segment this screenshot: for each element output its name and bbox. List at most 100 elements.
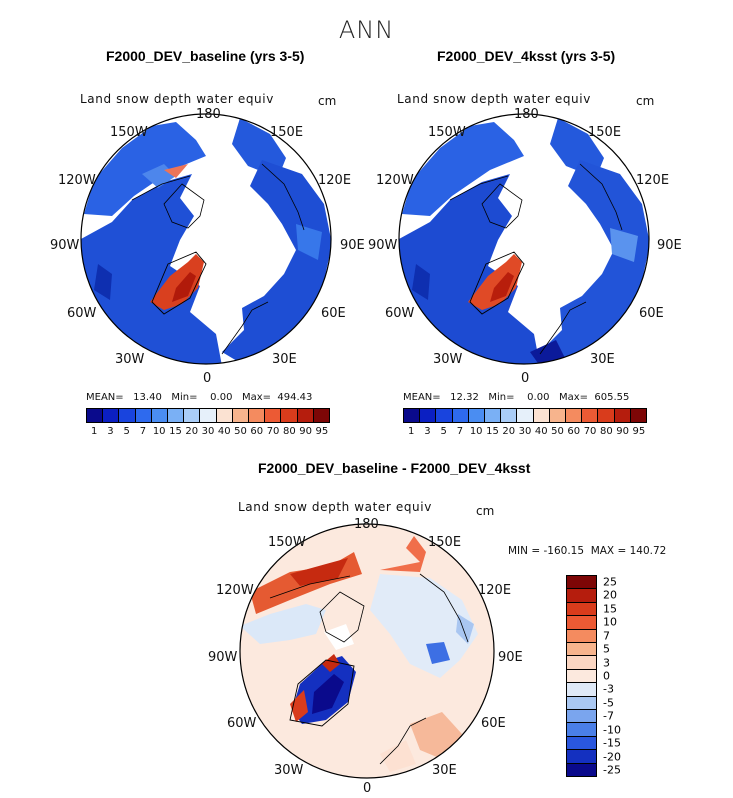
colorbar-label: 7 bbox=[139, 426, 147, 437]
colorbar-swatch-6 bbox=[501, 409, 518, 422]
panel-2-lon-60e: 60E bbox=[639, 306, 664, 321]
colorbar-label: 50 bbox=[551, 426, 564, 437]
panel-2-lon-120e: 120E bbox=[636, 173, 670, 188]
colorbar-swatch-3 bbox=[135, 409, 152, 422]
colorbar-swatch-12 bbox=[567, 736, 596, 751]
panel-2-variable-label: Land snow depth water equiv bbox=[397, 92, 591, 106]
colorbar-swatch-5 bbox=[168, 409, 185, 422]
panel-1-stats: MEAN= 13.40 Min= 0.00 Max= 494.43 bbox=[86, 392, 313, 403]
panel-1-lon-0: 0 bbox=[203, 371, 212, 386]
colorbar-swatch-11 bbox=[567, 723, 596, 737]
colorbar-label: -5 bbox=[603, 696, 614, 710]
panel-1-lon-60e: 60E bbox=[321, 306, 346, 321]
panel-3-polar-map bbox=[239, 523, 495, 779]
colorbar-swatch-0 bbox=[87, 409, 104, 422]
colorbar-label: 3 bbox=[424, 426, 431, 437]
panel-1-lon-120e: 120E bbox=[318, 173, 352, 188]
panel-1-polar-map bbox=[80, 113, 332, 365]
panel-2-stats: MEAN= 12.32 Min= 0.00 Max= 605.55 bbox=[403, 392, 630, 403]
colorbar-swatch-7 bbox=[517, 409, 534, 422]
panel-3-lon-30e: 30E bbox=[432, 763, 457, 778]
colorbar-label: 80 bbox=[599, 426, 613, 437]
panel-3-stats: MIN = -160.15 MAX = 140.72 bbox=[508, 545, 667, 557]
colorbar-swatch-4 bbox=[567, 629, 596, 644]
colorbar-label: -20 bbox=[603, 750, 621, 764]
panel-3-lon-60e: 60E bbox=[481, 716, 506, 731]
panel-2-lon-30e: 30E bbox=[590, 352, 615, 367]
colorbar-swatch-9 bbox=[567, 696, 596, 711]
colorbar-label: 15 bbox=[169, 426, 182, 437]
colorbar-swatch-3 bbox=[452, 409, 469, 422]
colorbar-swatch-5 bbox=[567, 643, 596, 657]
panel-2-colorbar-labels: 1 3 5 7 10 15 20 30 40 50 60 70 80 90 95 bbox=[403, 426, 647, 440]
panel-1-lon-60w: 60W bbox=[67, 306, 97, 321]
panel-1-unit-label: cm bbox=[318, 94, 337, 108]
colorbar-label: 1 bbox=[407, 426, 415, 437]
panel-3-colorbar-labels: 25 20 15 10 7 5 3 0 -3 -5 -7 -10 -15 -20 -25 bbox=[603, 575, 643, 777]
colorbar-swatch-4 bbox=[468, 409, 486, 422]
colorbar-swatch-13 bbox=[297, 409, 314, 422]
panel-2-lon-90w: 90W bbox=[368, 238, 398, 253]
colorbar-swatch-10 bbox=[249, 409, 266, 422]
panel-3-lon-90w: 90W bbox=[208, 650, 238, 665]
colorbar-swatch-9 bbox=[232, 409, 250, 422]
colorbar-swatch-7 bbox=[200, 409, 217, 422]
panel-3-lon-120e: 120E bbox=[478, 583, 512, 598]
colorbar-label: -7 bbox=[603, 709, 614, 723]
panel-1-lon-150e: 150E bbox=[270, 125, 304, 140]
panel-1-lon-90w: 90W bbox=[50, 238, 80, 253]
colorbar-label: 95 bbox=[632, 426, 646, 437]
panel-3-colorbar bbox=[566, 575, 597, 777]
panel-1-greenland bbox=[150, 254, 204, 310]
colorbar-label: 5 bbox=[603, 642, 610, 656]
panel-3-lon-150e: 150E bbox=[428, 535, 462, 550]
colorbar-label: 5 bbox=[123, 426, 130, 437]
colorbar-swatch-2 bbox=[567, 602, 596, 617]
panel-2-lon-60w: 60W bbox=[385, 306, 415, 321]
colorbar-label: 80 bbox=[282, 426, 296, 437]
colorbar-swatch-7 bbox=[567, 669, 596, 684]
panel-1-lon-120w: 120W bbox=[58, 173, 96, 188]
panel-2-colorbar bbox=[403, 408, 647, 423]
panel-3-unit-label: cm bbox=[476, 504, 495, 518]
panel-3-lon-150w: 150W bbox=[268, 535, 306, 550]
colorbar-swatch-1 bbox=[103, 409, 120, 422]
colorbar-label: -3 bbox=[603, 682, 614, 696]
colorbar-swatch-1 bbox=[420, 409, 437, 422]
colorbar-label: 3 bbox=[603, 656, 610, 670]
panel-3-lon-30w: 30W bbox=[274, 763, 304, 778]
colorbar-label: 7 bbox=[603, 629, 610, 643]
colorbar-swatch-12 bbox=[281, 409, 298, 422]
panel-1-variable-label: Land snow depth water equiv bbox=[80, 92, 274, 106]
colorbar-swatch-11 bbox=[582, 409, 599, 422]
colorbar-label: 15 bbox=[486, 426, 499, 437]
panel-3-lon-180: 180 bbox=[354, 517, 379, 532]
colorbar-label: 10 bbox=[152, 426, 166, 437]
colorbar-swatch-8 bbox=[567, 683, 596, 697]
colorbar-swatch-0 bbox=[567, 576, 596, 590]
colorbar-swatch-6 bbox=[567, 656, 596, 670]
figure-title: ANN bbox=[338, 16, 395, 44]
colorbar-swatch-9 bbox=[549, 409, 567, 422]
panel-3-lon-120w: 120W bbox=[216, 583, 254, 598]
colorbar-label: 40 bbox=[217, 426, 231, 437]
panel-1-lon-30w: 30W bbox=[115, 352, 145, 367]
colorbar-label: 60 bbox=[567, 426, 581, 437]
panel-1-field bbox=[81, 118, 331, 364]
panel-2-lon-90e: 90E bbox=[657, 238, 682, 253]
colorbar-label: 95 bbox=[315, 426, 329, 437]
panel-2-field bbox=[399, 118, 649, 364]
panel-3-title: F2000_DEV_baseline - F2000_DEV_4ksst bbox=[258, 460, 531, 476]
panel-1-colorbar-labels: 1 3 5 7 10 15 20 30 40 50 60 70 80 90 95 bbox=[86, 426, 330, 440]
colorbar-swatch-11 bbox=[265, 409, 282, 422]
colorbar-label: 0 bbox=[603, 669, 610, 683]
colorbar-swatch-10 bbox=[566, 409, 583, 422]
colorbar-swatch-8 bbox=[216, 409, 233, 422]
colorbar-swatch-2 bbox=[436, 409, 453, 422]
panel-2-unit-label: cm bbox=[636, 94, 655, 108]
panel-3-lon-0: 0 bbox=[363, 781, 372, 796]
colorbar-label: 3 bbox=[107, 426, 114, 437]
colorbar-swatch-14 bbox=[567, 763, 596, 777]
colorbar-swatch-8 bbox=[533, 409, 550, 422]
colorbar-swatch-0 bbox=[404, 409, 421, 422]
